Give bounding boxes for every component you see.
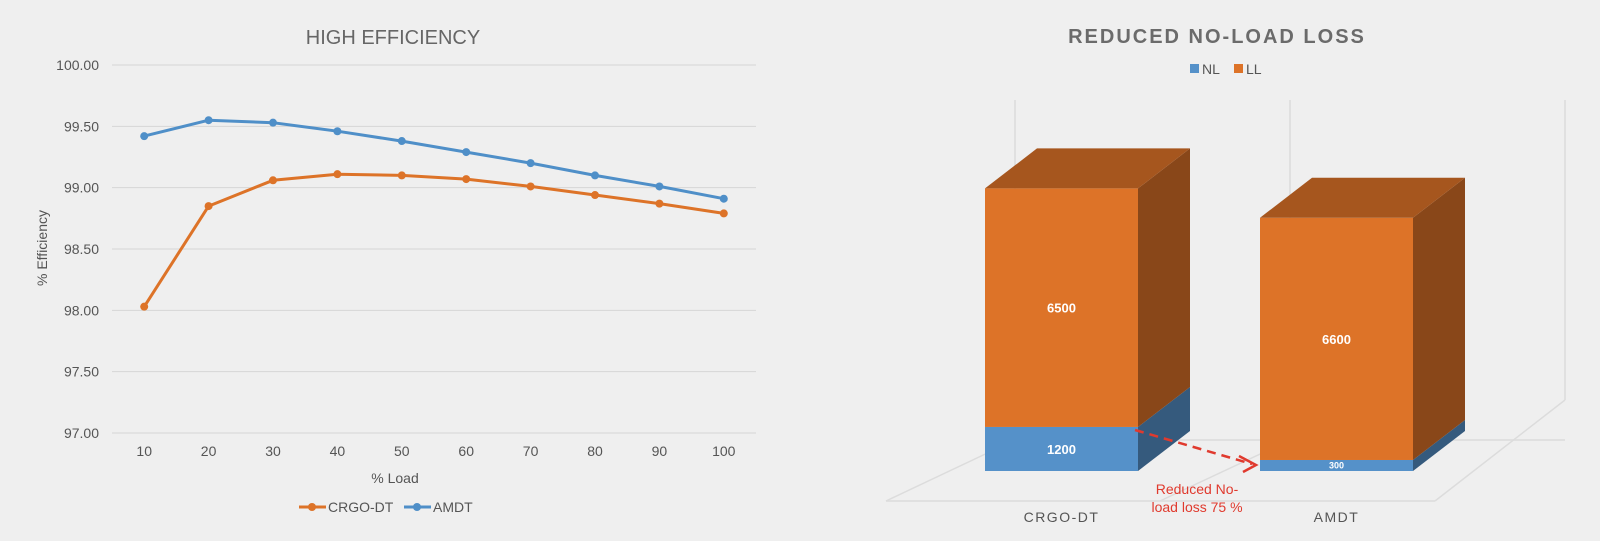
legend-label-crgo-dt: CRGO-DT	[328, 499, 394, 515]
data-point-amdt	[397, 137, 406, 146]
x-tick-label: 20	[201, 443, 217, 459]
data-label-crgo-dt-nl: 1200	[1047, 442, 1076, 457]
line-legend: CRGO-DT AMDT	[299, 499, 473, 515]
y-tick-label: 99.00	[64, 180, 99, 196]
x-tick-label: 70	[523, 443, 539, 459]
y-tick-label: 97.00	[64, 425, 99, 441]
bar-legend: NL LL	[1190, 61, 1262, 77]
series-line-amdt	[143, 118, 725, 201]
x-axis-label: % Load	[371, 470, 418, 486]
bar-side-crgo-dt-ll	[1138, 148, 1190, 427]
bar-front-amdt-nl	[1260, 459, 1413, 471]
legend-swatch-ll	[1234, 64, 1243, 73]
annotation-line-1: Reduced No-	[1156, 481, 1239, 497]
annotation-arrow-head-icon	[1238, 454, 1259, 474]
line-chart-title: HIGH EFFICIENCY	[306, 27, 480, 49]
category-label-amdt: AMDT	[1314, 509, 1360, 525]
data-label-crgo-dt-ll: 6500	[1047, 301, 1076, 316]
x-tick-label: 100	[712, 443, 736, 459]
data-point-amdt	[333, 127, 342, 136]
bar-categories: CRGO-DT AMDT	[1024, 509, 1360, 525]
no-load-loss-bar-chart: REDUCED NO-LOAD LOSS NL LL 1200 6500 300 66…	[885, 26, 1566, 525]
category-label-crgo-dt: CRGO-DT	[1024, 509, 1100, 525]
data-point-amdt	[462, 148, 471, 157]
legend-label-nl: NL	[1202, 61, 1220, 77]
series-crgo-dt	[140, 170, 728, 311]
y-tick-label: 98.00	[64, 302, 99, 318]
y-axis-ticks: 97.00 97.50 98.00 98.50 99.00 99.50 100.00	[56, 57, 99, 441]
data-point-amdt	[719, 194, 728, 203]
bar-segment-crgo-dt-ll: 6500	[985, 148, 1190, 427]
data-point-crgo-dt	[269, 176, 277, 185]
x-axis-ticks: 10 20 30 40 50 60 70 80 90 100	[136, 443, 735, 459]
bar-chart-title: REDUCED NO-LOAD LOSS	[1068, 26, 1366, 48]
data-point-crgo-dt	[140, 302, 149, 311]
x-tick-label: 40	[330, 443, 346, 459]
legend-label-ll: LL	[1246, 61, 1262, 77]
bar-front-amdt-ll	[1260, 217, 1413, 460]
legend-marker-amdt	[413, 503, 421, 511]
bar-stack-crgo-dt: 1200 6500	[985, 148, 1190, 471]
y-axis-label: % Efficiency	[34, 210, 50, 286]
y-tick-label: 100.00	[56, 57, 99, 73]
bar-front-crgo-dt-ll	[985, 188, 1138, 427]
data-point-amdt	[269, 118, 277, 127]
bars-3d: 1200 6500 300 6600	[985, 148, 1465, 471]
x-tick-label: 10	[136, 443, 152, 459]
x-tick-label: 50	[394, 443, 410, 459]
reduction-annotation: Reduced No- load loss 75 %	[1134, 428, 1259, 515]
data-point-crgo-dt	[655, 199, 664, 208]
data-point-crgo-dt	[591, 191, 599, 200]
bar-front-crgo-dt-nl	[985, 426, 1138, 471]
data-point-amdt	[591, 171, 599, 180]
gridlines	[112, 64, 756, 434]
x-tick-label: 60	[458, 443, 474, 459]
x-tick-label: 80	[587, 443, 603, 459]
data-point-amdt	[140, 132, 149, 141]
y-tick-label: 98.50	[64, 241, 99, 257]
bar-top-amdt	[1260, 177, 1465, 218]
series-line-crgo-dt	[142, 172, 725, 308]
annotation-arrow-line	[1134, 428, 1253, 466]
y-tick-label: 99.50	[64, 118, 99, 134]
data-point-amdt	[204, 116, 213, 125]
data-point-amdt	[526, 159, 535, 168]
data-point-crgo-dt	[462, 175, 471, 184]
series-layer	[140, 116, 728, 311]
data-label-amdt-ll: 6600	[1322, 332, 1351, 347]
bar-side-amdt-nl	[1413, 419, 1465, 471]
bar-segment-amdt-ll: 6600	[1260, 177, 1465, 460]
bar-segment-amdt-nl: 300	[1260, 419, 1465, 471]
bar-side-crgo-dt-nl	[1138, 386, 1190, 471]
y-tick-label: 97.50	[64, 364, 99, 380]
data-point-amdt	[655, 182, 664, 191]
data-point-crgo-dt	[397, 171, 406, 180]
bar-segment-crgo-dt-nl: 1200	[985, 386, 1190, 471]
bar-side-amdt-ll	[1413, 177, 1465, 460]
data-label-amdt-nl: 300	[1329, 460, 1344, 470]
data-point-crgo-dt	[204, 202, 213, 211]
legend-label-amdt: AMDT	[433, 499, 473, 515]
data-point-crgo-dt	[719, 209, 728, 218]
x-tick-label: 90	[652, 443, 668, 459]
data-point-crgo-dt	[333, 170, 342, 179]
series-amdt	[140, 116, 728, 203]
efficiency-line-chart: HIGH EFFICIENCY 97.00 97.50 98.00 98.50 99.0…	[34, 27, 756, 515]
annotation-line-2: load loss 75 %	[1151, 499, 1242, 515]
x-tick-label: 30	[265, 443, 281, 459]
data-point-crgo-dt	[526, 182, 535, 191]
legend-marker-crgo-dt	[308, 503, 316, 511]
legend-swatch-nl	[1190, 64, 1199, 73]
bar-top-crgo-dt	[985, 148, 1190, 189]
bar-stack-amdt: 300 6600	[1260, 177, 1465, 471]
